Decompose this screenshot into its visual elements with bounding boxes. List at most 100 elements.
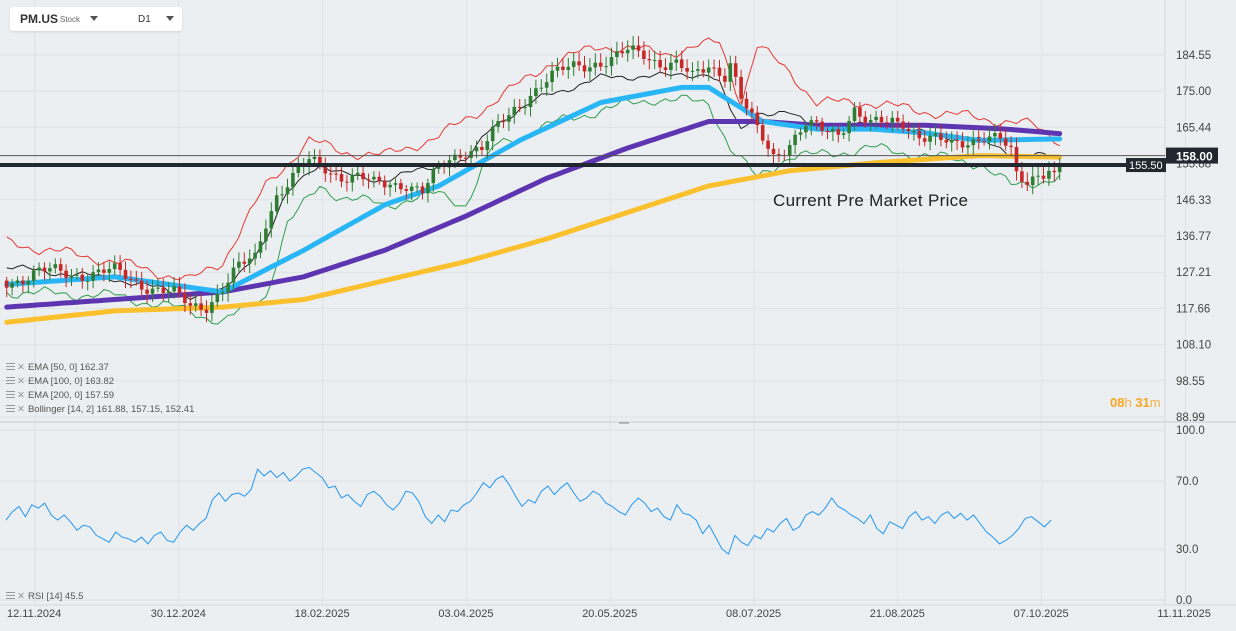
symbol-selector[interactable]: PM.US Stock D1 [10, 7, 182, 31]
candle-body [264, 228, 268, 242]
x-tick-label: 12.11.2024 [7, 608, 61, 620]
menu-icon[interactable] [6, 377, 15, 385]
menu-icon[interactable] [6, 592, 15, 600]
candle-body [582, 65, 587, 72]
close-icon[interactable]: ✕ [17, 404, 25, 415]
y-tick-label: 108.10 [1176, 340, 1211, 352]
y-tick-label: 175.00 [1176, 86, 1211, 98]
candle-body [939, 133, 943, 141]
candle-body [139, 280, 144, 290]
price-panel [0, 36, 1165, 325]
y-tick-label: 184.55 [1176, 50, 1211, 62]
candle-body [982, 141, 986, 143]
candle-body [647, 58, 652, 61]
menu-icon[interactable] [6, 363, 15, 371]
rsi-line [5, 466, 1052, 555]
close-icon[interactable]: ✕ [17, 362, 25, 373]
candle-body [318, 156, 322, 165]
candle-body [787, 145, 792, 156]
candle-body [220, 292, 225, 294]
indicator-legend-ema200[interactable]: ✕ EMA [200, 0] 157.59 [6, 390, 114, 401]
candle-body [760, 125, 765, 141]
candle-body [598, 62, 603, 67]
candle-body [15, 280, 20, 283]
chevron-down-icon[interactable] [166, 16, 174, 21]
indicator-legend-rsi[interactable]: ✕ RSI [14] 45.5 [6, 591, 83, 602]
x-tick-label: 18.02.2025 [295, 608, 350, 620]
candle-body [490, 126, 495, 142]
y-tick-label: 127.21 [1176, 267, 1211, 279]
candle-body [26, 280, 31, 285]
candle-body [80, 274, 85, 281]
candle-body [166, 291, 171, 293]
candle-body [847, 120, 851, 134]
candle-body [258, 241, 263, 253]
candle-body [285, 187, 290, 195]
candle-body [350, 174, 355, 183]
candle-body [145, 289, 149, 294]
candle-body [636, 45, 641, 51]
candle-body [814, 120, 819, 122]
candle-body [998, 133, 1003, 139]
candle-body [825, 130, 830, 132]
candle-body [296, 166, 301, 173]
candle-body [733, 63, 738, 77]
candle-body [469, 151, 473, 158]
x-tick-label: 07.10.2025 [1014, 608, 1069, 620]
candle-body [188, 303, 193, 306]
close-icon[interactable]: ✕ [17, 591, 25, 602]
candle-body [906, 128, 911, 132]
candle-body [280, 194, 284, 196]
bar-countdown: 08h 31m [1110, 395, 1161, 410]
close-icon[interactable]: ✕ [17, 390, 25, 401]
candle-body [852, 107, 857, 121]
candle-body [31, 270, 36, 281]
candle-body [96, 269, 101, 273]
menu-icon[interactable] [6, 391, 15, 399]
candle-body [382, 180, 387, 188]
candle-body [1009, 145, 1013, 147]
candle-body [631, 45, 635, 50]
candle-body [690, 70, 695, 72]
candle-body [420, 186, 425, 194]
indicator-ema200-label: EMA [200, 0] 157.59 [27, 390, 115, 401]
candle-body [64, 270, 68, 278]
indicator-legend-ema50[interactable]: ✕ EMA [50, 0] 162.37 [6, 362, 109, 373]
candle-body [685, 67, 689, 72]
candle-body [58, 264, 63, 271]
indicator-legend-ema100[interactable]: ✕ EMA [100, 0] 163.82 [6, 376, 114, 387]
candle-body [242, 261, 247, 264]
rsi-tick-label: 30.0 [1176, 544, 1198, 556]
candle-body [885, 122, 889, 124]
candle-body [1003, 138, 1008, 146]
candle-body [177, 286, 182, 293]
indicator-legend-bollinger[interactable]: ✕ Bollinger [14, 2] 161.88, 157.15, 152.4… [6, 404, 194, 415]
candle-body [571, 61, 576, 67]
candle-body [102, 269, 106, 273]
menu-icon[interactable] [6, 405, 15, 413]
indicator-ema100-label: EMA [100, 0] 163.82 [27, 376, 115, 387]
candle-body [588, 67, 592, 72]
candle-body [204, 309, 209, 313]
chevron-down-icon[interactable] [90, 16, 98, 21]
candle-body [345, 181, 349, 183]
candle-body [69, 275, 74, 278]
ema100-line [4, 119, 1063, 310]
candle-body [118, 263, 122, 270]
candle-body [129, 278, 133, 280]
candle-body [1014, 146, 1019, 172]
ema50-line [4, 84, 1063, 295]
y-tick-label: 117.66 [1176, 303, 1210, 315]
timeframe-label[interactable]: D1 [138, 14, 151, 25]
candle-body [625, 49, 630, 54]
instrument-type-label: Stock [60, 15, 81, 24]
candle-body [517, 106, 522, 108]
close-icon[interactable]: ✕ [17, 376, 25, 387]
indicator-bollinger-label: Bollinger [14, 2] 161.88, 157.15, 152.41 [27, 404, 195, 415]
candle-body [615, 51, 619, 58]
candle-body [210, 302, 214, 313]
candle-body [652, 60, 657, 62]
candle-body [237, 261, 241, 268]
candle-body [269, 211, 274, 229]
